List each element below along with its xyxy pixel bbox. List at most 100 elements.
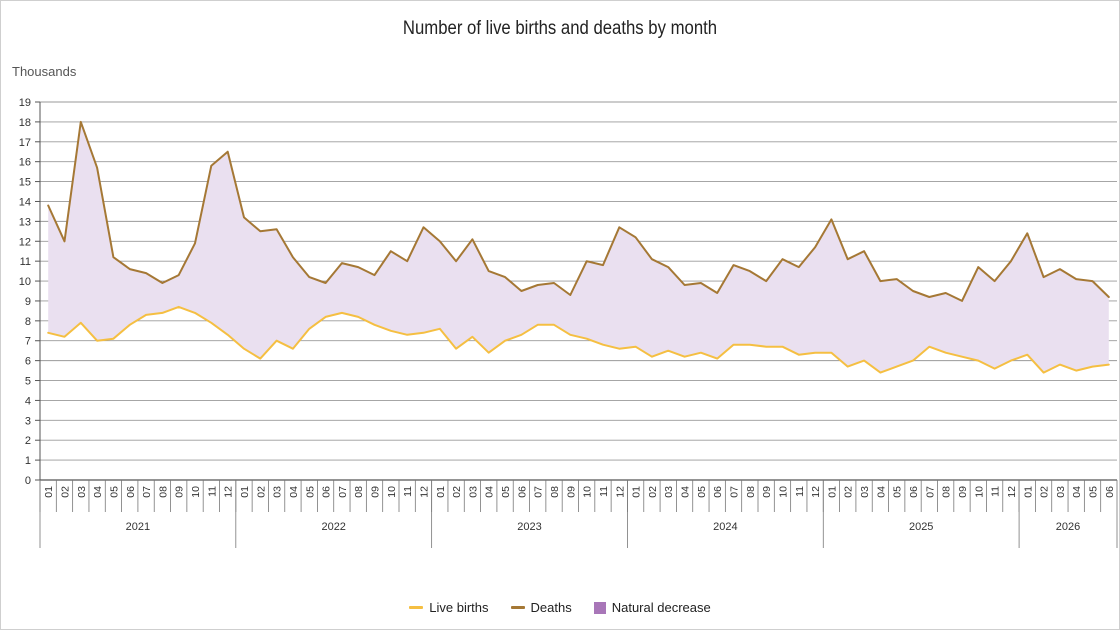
legend-item-natural-decrease[interactable]: Natural decrease <box>593 600 711 615</box>
y-tick-label: 17 <box>19 137 31 149</box>
x-month-label: 10 <box>778 486 790 498</box>
y-tick-label: 9 <box>25 296 31 308</box>
legend-label-natural-decrease: Natural decrease <box>611 600 711 615</box>
x-month-label: 08 <box>157 486 169 498</box>
x-month-label: 04 <box>484 486 496 498</box>
y-tick-label: 0 <box>25 475 31 487</box>
x-month-label: 06 <box>125 486 137 498</box>
y-tick-label: 13 <box>19 216 31 228</box>
x-month-label: 05 <box>892 486 904 498</box>
y-tick-label: 11 <box>20 256 31 268</box>
x-month-label: 11 <box>598 486 610 497</box>
legend-label-deaths: Deaths <box>530 600 572 615</box>
x-month-label: 04 <box>288 486 300 498</box>
x-month-label: 04 <box>92 486 104 498</box>
y-tick-label: 6 <box>25 356 31 368</box>
x-month-label: 06 <box>1104 486 1116 498</box>
x-month-label: 09 <box>174 486 186 498</box>
x-month-label: 01 <box>435 486 447 498</box>
legend-item-deaths[interactable]: Deaths <box>510 600 572 615</box>
deaths-line <box>47 120 1110 302</box>
x-year-label: 2024 <box>713 521 737 533</box>
x-month-label: 08 <box>353 486 365 498</box>
x-month-label: 02 <box>451 486 463 498</box>
x-month-label: 02 <box>60 486 72 498</box>
y-tick-label: 15 <box>19 177 31 189</box>
x-month-label: 12 <box>614 486 626 498</box>
x-month-label: 08 <box>941 486 953 498</box>
y-tick-label: 12 <box>19 236 31 248</box>
x-month-label: 08 <box>549 486 561 498</box>
x-year-label: 2021 <box>126 521 150 533</box>
x-month-label: 01 <box>239 486 251 498</box>
y-tick-label: 14 <box>19 196 31 208</box>
x-month-label: 06 <box>516 486 528 498</box>
x-month-label: 11 <box>990 486 1002 497</box>
natural-decrease-area <box>48 121 1109 373</box>
x-year-label: 2025 <box>909 521 933 533</box>
x-month-label: 07 <box>729 486 741 498</box>
y-tick-label: 4 <box>25 395 31 407</box>
y-tick-label: 18 <box>19 117 31 129</box>
x-month-label: 12 <box>810 486 822 498</box>
x-month-label: 06 <box>712 486 724 498</box>
x-month-label: 04 <box>1071 486 1083 498</box>
x-month-label: 07 <box>533 486 545 498</box>
x-month-label: 12 <box>223 486 235 498</box>
x-month-label: 02 <box>255 486 267 498</box>
y-axis-unit-label: Thousands <box>12 64 77 79</box>
x-month-label: 09 <box>957 486 969 498</box>
chart-title: Number of live births and deaths by mont… <box>402 18 718 39</box>
x-month-label: 09 <box>761 486 773 498</box>
x-year-label: 2023 <box>517 521 541 533</box>
y-tick-label: 5 <box>25 376 31 388</box>
x-month-label: 11 <box>206 486 218 497</box>
x-year-label: 2022 <box>321 521 345 533</box>
y-tick-label: 16 <box>19 157 31 169</box>
x-month-label: 04 <box>680 486 692 498</box>
x-month-label: 03 <box>663 486 675 498</box>
x-month-label: 10 <box>190 486 202 498</box>
legend-label-live-births: Live births <box>429 600 489 615</box>
x-month-label: 09 <box>370 486 382 498</box>
x-month-label: 01 <box>631 486 643 498</box>
x-month-label: 02 <box>843 486 855 498</box>
x-month-label: 03 <box>859 486 871 498</box>
y-tick-label: 3 <box>25 415 31 427</box>
y-tick-label: 8 <box>25 316 31 328</box>
x-month-label: 03 <box>1055 486 1067 498</box>
x-month-label: 10 <box>386 486 398 498</box>
x-month-label: 01 <box>826 486 838 498</box>
legend-swatch-natural-decrease <box>593 601 606 614</box>
x-month-label: 07 <box>924 486 936 498</box>
x-month-label: 10 <box>973 486 985 498</box>
x-month-label: 08 <box>745 486 757 498</box>
x-month-label: 06 <box>321 486 333 498</box>
x-month-label: 01 <box>43 486 55 498</box>
x-month-label: 07 <box>337 486 349 498</box>
x-month-label: 05 <box>304 486 316 498</box>
x-month-label: 09 <box>565 486 577 498</box>
x-year-label: 2026 <box>1056 521 1080 533</box>
x-month-label: 05 <box>108 486 120 498</box>
x-month-label: 12 <box>419 486 431 498</box>
x-month-label: 05 <box>1088 486 1100 498</box>
legend-item-live-births[interactable]: Live births <box>409 600 489 615</box>
x-month-label: 03 <box>76 486 88 498</box>
x-month-label: 12 <box>1006 486 1018 498</box>
x-month-label: 03 <box>272 486 284 498</box>
x-month-label: 06 <box>908 486 920 498</box>
legend-swatch-deaths <box>510 606 525 609</box>
y-tick-label: 10 <box>19 276 31 288</box>
y-tick-label: 1 <box>25 455 31 467</box>
x-month-label: 04 <box>875 486 887 498</box>
x-month-label: 05 <box>500 486 512 498</box>
y-tick-label: 2 <box>25 435 31 447</box>
x-month-label: 02 <box>647 486 659 498</box>
x-month-label: 05 <box>696 486 708 498</box>
y-tick-label: 19 <box>19 97 31 109</box>
x-month-label: 02 <box>1039 486 1051 498</box>
x-month-label: 03 <box>467 486 479 498</box>
legend-swatch-live-births <box>409 606 424 609</box>
